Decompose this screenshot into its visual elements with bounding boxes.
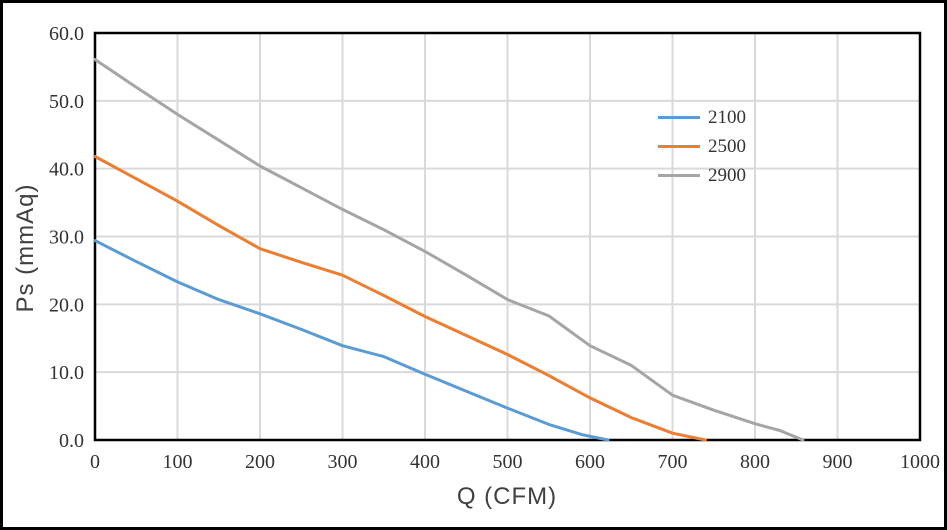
x-tick-label: 500	[493, 451, 523, 473]
x-tick-label: 400	[410, 451, 440, 473]
x-tick-label: 300	[328, 451, 358, 473]
series-line-2500	[93, 155, 707, 442]
legend-line-swatch-gray	[658, 174, 700, 177]
x-tick-label: 1000	[900, 451, 940, 473]
legend: 2100 2500 2900	[658, 103, 746, 190]
series-line-2900	[93, 58, 805, 442]
legend-label: 2900	[708, 165, 746, 186]
series-line-2100	[93, 239, 610, 442]
y-tick-label: 30.0	[49, 227, 84, 249]
y-tick-label: 40.0	[49, 159, 84, 181]
y-tick-label: 10.0	[49, 362, 84, 384]
legend-item-2500: 2500	[658, 132, 746, 161]
y-tick-label: 50.0	[49, 91, 84, 113]
legend-label: 2500	[708, 136, 746, 157]
plot-frame	[93, 31, 922, 442]
x-tick-label: 600	[575, 451, 605, 473]
legend-item-2900: 2900	[658, 161, 746, 190]
legend-line-swatch-orange	[658, 145, 700, 148]
y-tick-label: 0.0	[59, 430, 84, 452]
x-tick-label: 800	[740, 451, 770, 473]
x-tick-label: 700	[658, 451, 688, 473]
legend-line-swatch-blue	[658, 116, 700, 119]
y-tick-label: 60.0	[49, 23, 84, 45]
legend-item-2100: 2100	[658, 103, 746, 132]
x-tick-label: 200	[245, 451, 275, 473]
x-tick-label: 900	[823, 451, 853, 473]
y-tick-label: 20.0	[49, 294, 84, 316]
x-axis-title: Q (CFM)	[456, 483, 558, 510]
x-tick-label: 0	[90, 451, 100, 473]
legend-label: 2100	[708, 107, 746, 128]
x-tick-label: 100	[163, 451, 193, 473]
y-axis-title: Ps (mmAq)	[12, 183, 39, 313]
